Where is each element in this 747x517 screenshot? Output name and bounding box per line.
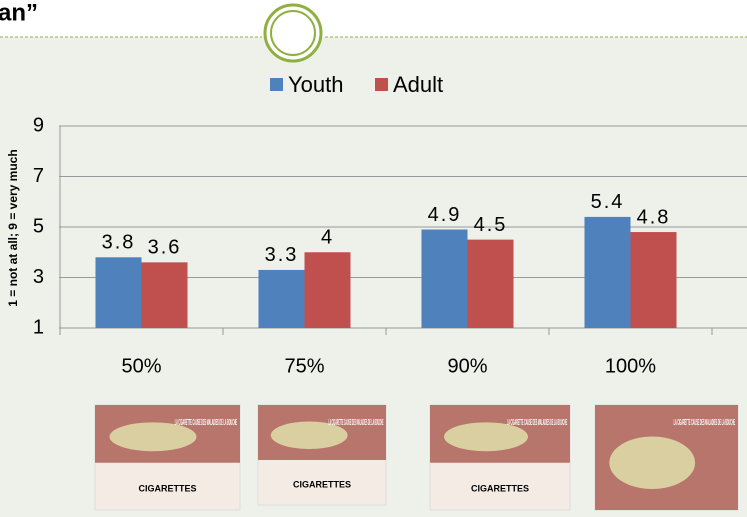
bar bbox=[96, 257, 142, 328]
legend-swatch bbox=[375, 78, 388, 91]
value-label: 5.4 bbox=[591, 191, 625, 213]
warning-text: LA CIGARETTE CAUSE DES MALADIES DE LA BO… bbox=[175, 418, 238, 427]
bar bbox=[631, 232, 677, 328]
ornament bbox=[265, 5, 321, 61]
brand-text: CIGARETTES bbox=[293, 479, 351, 489]
y-tick-label: 9 bbox=[33, 114, 44, 136]
bar bbox=[422, 230, 468, 328]
teeth bbox=[609, 437, 695, 490]
y-tick-label: 7 bbox=[33, 165, 44, 187]
legend-swatch bbox=[270, 78, 283, 91]
y-tick-label: 3 bbox=[33, 266, 44, 288]
y-axis-label: 1 = not at all; 9 = very much bbox=[6, 149, 20, 306]
x-tick-label: 90% bbox=[447, 355, 487, 377]
legend-label: Adult bbox=[393, 72, 443, 97]
title: an” bbox=[0, 0, 38, 26]
bar bbox=[468, 240, 514, 328]
warning-text: LA CIGARETTE CAUSE DES MALADIES DE LA BO… bbox=[674, 418, 736, 427]
title-band bbox=[0, 0, 747, 37]
value-label: 4.9 bbox=[428, 204, 462, 226]
warning-text: LA CIGARETTE CAUSE DES MALADIES DE LA BO… bbox=[507, 418, 567, 427]
y-tick-label: 5 bbox=[33, 215, 44, 237]
x-tick-label: 50% bbox=[121, 355, 161, 377]
y-tick-label: 1 bbox=[33, 316, 44, 338]
x-tick-label: 100% bbox=[605, 355, 656, 377]
bar bbox=[259, 270, 305, 328]
value-label: 3.8 bbox=[102, 232, 136, 254]
brand-text: CIGARETTES bbox=[471, 483, 529, 493]
bar bbox=[305, 252, 351, 328]
value-label: 3.6 bbox=[148, 237, 182, 259]
value-label: 4 bbox=[321, 227, 334, 249]
chart: an” 1 = not at all; 9 = very much 1 3 5 7 9 Y… bbox=[0, 0, 747, 517]
value-label: 4.8 bbox=[637, 206, 671, 228]
page: an” 1 = not at all; 9 = very much 1 3 5 7 9 Y… bbox=[0, 0, 747, 517]
bar bbox=[585, 217, 631, 328]
warning-text: LA CIGARETTE CAUSE DES MALADIES DE LA BO… bbox=[328, 418, 383, 427]
bar bbox=[142, 262, 188, 328]
legend-label: Youth bbox=[288, 72, 343, 97]
value-label: 4.5 bbox=[474, 214, 508, 236]
x-tick-label: 75% bbox=[284, 355, 324, 377]
value-label: 3.3 bbox=[265, 244, 299, 266]
brand-text: CIGARETTES bbox=[138, 483, 196, 493]
